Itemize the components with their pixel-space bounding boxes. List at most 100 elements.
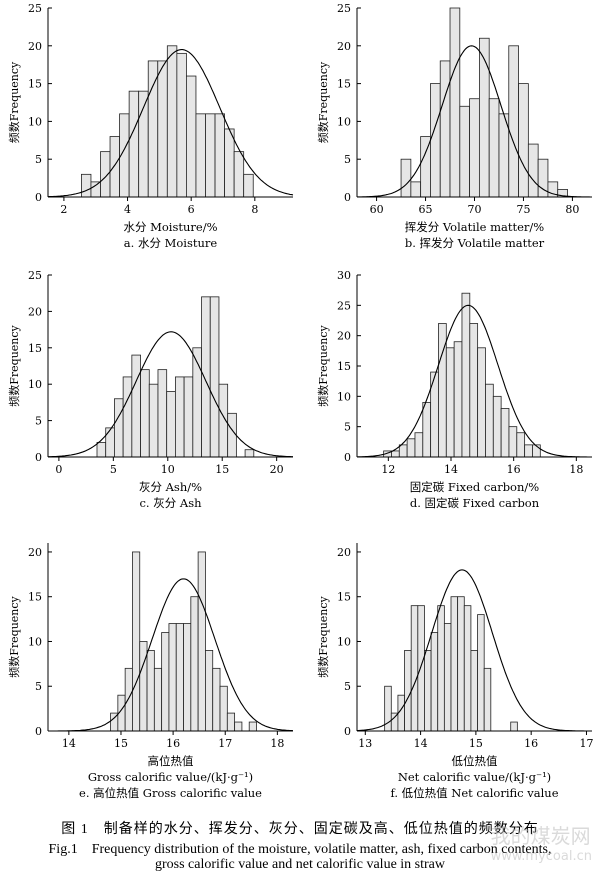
histogram-bar <box>226 712 236 732</box>
histogram-bar <box>244 449 255 458</box>
histogram-bar <box>516 432 526 458</box>
histogram-bar <box>166 45 178 198</box>
y-tick-label: 0 <box>344 451 351 464</box>
y-tick-label: 20 <box>337 40 351 53</box>
histogram-bar <box>417 605 425 732</box>
histogram-bar <box>168 623 177 732</box>
y-tick-label: 5 <box>35 153 42 166</box>
histogram-bar <box>161 632 170 732</box>
y-tick-label: 5 <box>35 680 42 693</box>
y-tick-label: 15 <box>28 78 42 91</box>
x-tick-label: 0 <box>55 463 62 476</box>
x-tick-label: 16 <box>524 737 538 750</box>
y-tick-label: 10 <box>337 635 351 648</box>
x-tick-label: 4 <box>124 203 131 216</box>
histogram-bar <box>174 376 185 458</box>
site-watermark: 我的煤炭网 www.mycoal.cn <box>491 820 592 864</box>
y-tick-label: 5 <box>344 153 351 166</box>
figure-caption-chinese: 图 1 制备样的水分、挥发分、灰分、固定碳及高、低位热值的频数分布 <box>61 822 539 837</box>
histogram-bar <box>500 408 510 458</box>
normal-fit-curve <box>47 49 294 198</box>
histogram-bar <box>128 90 140 198</box>
histogram-bar <box>450 596 459 732</box>
histogram-bar <box>518 83 529 198</box>
x-tick-label: 70 <box>468 203 482 216</box>
histogram-bar <box>453 341 463 458</box>
y-tick-label: 0 <box>344 725 351 738</box>
histogram-bar <box>234 721 243 732</box>
y-tick-label: 10 <box>337 115 351 128</box>
x-tick-label: 60 <box>370 203 384 216</box>
histogram-bar <box>131 354 141 458</box>
histogram-bar <box>390 712 399 732</box>
histogram-bar <box>463 605 472 732</box>
histogram-bar <box>124 667 133 732</box>
histogram-bar <box>100 151 111 198</box>
histogram-bar <box>197 551 206 732</box>
y-tick-label: 10 <box>337 390 351 403</box>
y-tick-label: 15 <box>28 342 42 355</box>
histogram-bar <box>109 136 120 198</box>
histogram-bar <box>414 432 424 458</box>
y-axis-label: 频数Frequency <box>316 595 330 677</box>
subplot-caption: e. 高位热值 Gross calorific value <box>79 786 262 800</box>
histogram-bar <box>114 398 124 458</box>
histogram-bar <box>439 60 451 198</box>
y-tick-label: 20 <box>28 305 42 318</box>
histogram-bar <box>492 395 502 458</box>
histogram-bar <box>176 52 187 198</box>
y-axis-label: 频数Frequency <box>316 324 330 406</box>
histogram-bar <box>132 551 141 732</box>
histogram-bar <box>527 143 539 198</box>
histogram-bar <box>146 650 155 732</box>
y-tick-label: 5 <box>35 415 42 428</box>
x-tick-label: 14 <box>62 737 76 750</box>
x-axis-label: 挥发分 Volatile matter/% <box>405 220 544 234</box>
histogram-bar <box>186 75 197 198</box>
x-tick-label: 65 <box>419 203 433 216</box>
histogram-bar <box>524 444 533 458</box>
histogram-bar <box>422 401 432 458</box>
x-axis-label-secondary: Net calorific value/(kJ·g⁻¹) <box>398 770 551 784</box>
y-tick-label: 25 <box>28 269 42 282</box>
histogram-bar <box>183 623 192 732</box>
x-tick-label: 2 <box>60 203 67 216</box>
histogram-bar <box>485 383 494 458</box>
histogram-bar <box>190 596 199 732</box>
histogram-bar <box>470 650 478 732</box>
histogram-bar <box>81 173 92 198</box>
x-axis-label: 低位热值 <box>452 754 498 768</box>
histogram-bar <box>96 442 107 458</box>
histogram-bar <box>205 650 214 732</box>
histogram-e: 0 5 10 15 20 14 15 16 17 18 频数Frequency 高位热值 Gross c… <box>7 543 294 800</box>
subplot-caption: d. 固定碳 Fixed carbon <box>410 496 540 510</box>
normal-fit-curve <box>356 304 592 458</box>
histogram-bar <box>147 60 159 198</box>
watermark-url: www.mycoal.cn <box>490 849 592 864</box>
normal-fit-curve <box>48 578 294 732</box>
histogram-bar <box>148 383 159 458</box>
x-axis-label: 固定碳 Fixed carbon/% <box>410 480 539 494</box>
histogram-bar <box>508 426 518 458</box>
y-tick-label: 20 <box>28 40 42 53</box>
x-tick-label: 15 <box>114 737 128 750</box>
figure-caption-english-line1: Fig.1 Frequency distribution of the mois… <box>48 842 552 857</box>
x-tick-label: 6 <box>188 203 195 216</box>
histogram-bar <box>424 650 432 732</box>
histogram-bar <box>488 98 500 198</box>
histogram-bar <box>219 685 228 732</box>
x-tick-label: 18 <box>569 463 583 476</box>
y-tick-label: 20 <box>337 546 351 559</box>
histogram-bar <box>459 105 471 198</box>
x-tick-label: 13 <box>358 737 372 750</box>
histogram-bar <box>166 391 176 458</box>
y-tick-label: 0 <box>35 451 42 464</box>
histogram-bar <box>90 181 101 198</box>
x-axis-label-secondary: Gross calorific value/(kJ·g⁻¹) <box>88 770 253 784</box>
y-tick-label: 5 <box>344 421 351 434</box>
y-tick-label: 0 <box>35 191 42 204</box>
histogram-bar <box>398 444 408 458</box>
y-tick-label: 0 <box>344 191 351 204</box>
y-tick-label: 15 <box>337 78 351 91</box>
x-tick-label: 16 <box>166 737 180 750</box>
